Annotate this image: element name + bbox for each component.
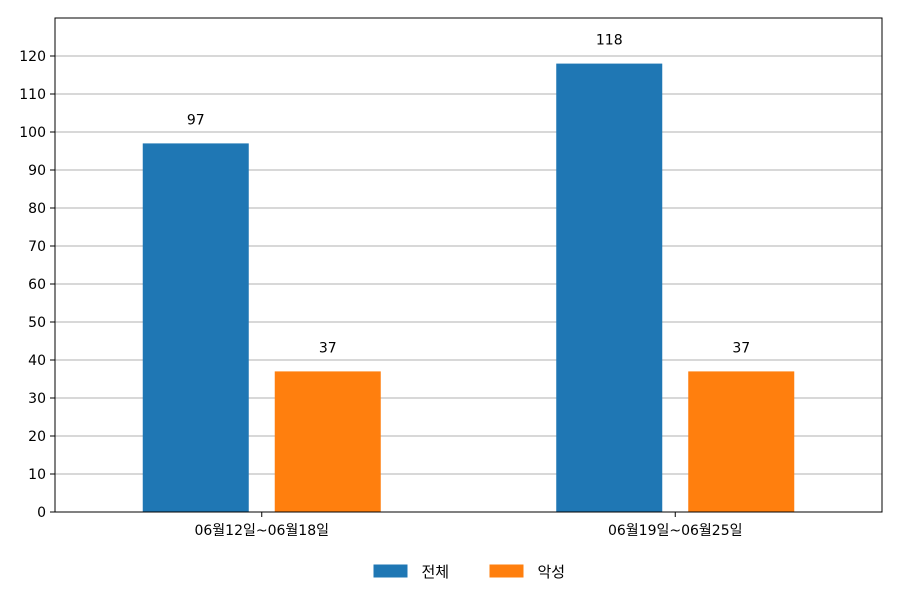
y-tick-label: 20 <box>28 429 46 445</box>
x-tick-label: 06월12일~06월18일 <box>194 523 329 539</box>
bar-malicious <box>274 371 381 512</box>
data-label: 97 <box>187 112 205 128</box>
y-tick-label: 70 <box>28 239 46 255</box>
data-labels: 97 37 118 37 <box>187 33 750 357</box>
legend-swatch <box>489 564 524 578</box>
y-tick-label: 90 <box>28 163 46 179</box>
y-tick-label: 60 <box>28 277 46 293</box>
legend-label: 전체 <box>422 563 450 581</box>
y-tick-label: 0 <box>37 505 46 521</box>
bar-total <box>142 143 249 512</box>
y-tick-label: 120 <box>19 49 46 65</box>
bar-malicious <box>688 371 795 512</box>
bars <box>142 63 795 512</box>
y-tick-label: 110 <box>19 87 46 103</box>
y-tick-label: 40 <box>28 353 46 369</box>
plot-frame <box>54 17 883 513</box>
legend-swatch <box>373 564 408 578</box>
axes: 0 10 20 30 40 50 60 70 80 90 100 110 120 06월12일~06월18… <box>19 49 742 539</box>
legend: 전체 악성 <box>373 563 566 581</box>
y-tick-label: 30 <box>28 391 46 407</box>
data-label: 37 <box>319 340 337 356</box>
legend-label: 악성 <box>538 563 566 581</box>
data-label: 37 <box>732 340 750 356</box>
y-tick-label: 80 <box>28 201 46 217</box>
data-label: 118 <box>596 33 623 49</box>
x-tick-label: 06월19일~06월25일 <box>608 523 743 539</box>
y-tick-label: 100 <box>19 125 46 141</box>
y-tick-label: 10 <box>28 467 46 483</box>
y-tick-label: 50 <box>28 315 46 331</box>
bar-total <box>556 63 663 512</box>
